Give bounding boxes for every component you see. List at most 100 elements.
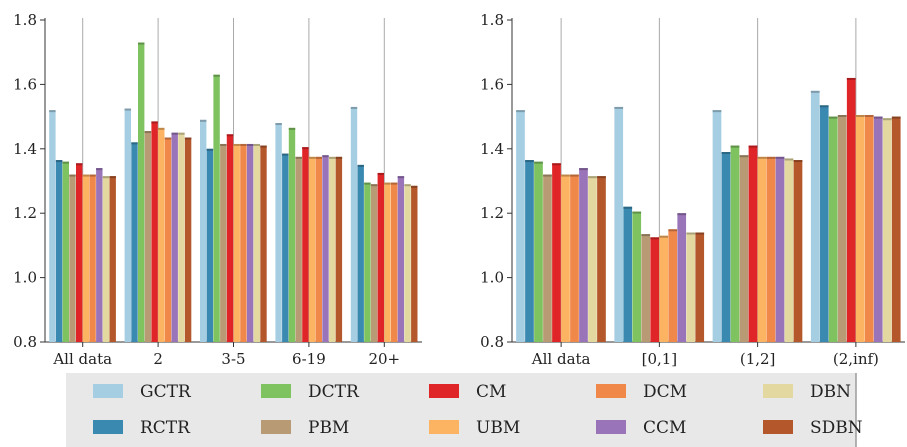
bar-sdbn-all-data [109, 176, 116, 342]
bar-error-cap [641, 234, 651, 237]
bar-error-cap [686, 232, 696, 235]
legend-label-ubm: UBM [476, 418, 520, 438]
bar-error-cap [322, 155, 329, 158]
bar-fill [62, 161, 69, 342]
bar-fill [82, 174, 90, 342]
bar-error-cap [552, 163, 561, 166]
bar-fill [784, 158, 794, 342]
bar-fill [570, 174, 579, 342]
bar-error-cap [623, 206, 633, 209]
bar-error-cap [846, 77, 856, 80]
bar-gctr-20- [350, 106, 358, 342]
bar-error-cap [246, 143, 254, 146]
bar-error-cap [102, 176, 110, 179]
bar-fill [206, 148, 214, 342]
x-tick-label: All data [531, 350, 591, 368]
legend-swatch-gctr [93, 384, 123, 398]
bar-error-cap [288, 127, 296, 130]
bar-error-cap [164, 137, 172, 140]
bar-fill [391, 182, 398, 342]
y-tick-label: 1.4 [13, 140, 37, 158]
bar-dcm--1-2- [766, 156, 776, 342]
bar-fill [226, 134, 234, 342]
bar-pbm-20- [370, 184, 378, 342]
bar-fill [350, 106, 358, 342]
bar-error-cap [411, 185, 418, 188]
bar-fill [552, 163, 561, 342]
bar-error-cap [109, 176, 116, 179]
bar-rctr-all-data [525, 160, 534, 342]
bar-ccm-2 [171, 132, 178, 342]
left-chart-panel: 0.8 1.0 1.2 1.4 1.6 1.8 All data 2 3-5 6-19 20+ [13, 11, 422, 368]
bar-cm-20- [377, 172, 384, 342]
bar-ubm-all-data [82, 174, 90, 342]
bar-error-cap [82, 174, 90, 177]
bar-rctr-20- [357, 164, 364, 342]
bar-dbn-all-data [102, 176, 110, 342]
legend-label-dctr: DCTR [308, 382, 360, 402]
x-tick-label: 6-19 [292, 350, 326, 368]
bar-fill [275, 123, 282, 342]
bar-fill [171, 132, 178, 342]
bar-fill [837, 114, 847, 343]
bar-error-cap [855, 114, 865, 117]
bar-fill [597, 176, 606, 342]
bar-fill [282, 153, 289, 342]
bar-fill [384, 182, 391, 342]
bar-error-cap [775, 156, 785, 159]
bar-error-cap [220, 143, 227, 146]
bar-error-cap [525, 160, 534, 163]
bar-fill [404, 184, 411, 342]
bar-pbm--1-2- [739, 155, 749, 342]
bar-dcm-3-5 [240, 143, 247, 342]
bar-fill [302, 147, 309, 342]
bar-fill [335, 156, 343, 342]
bar-error-cap [391, 182, 398, 185]
bar-dctr-all-data [534, 161, 543, 342]
bar-error-cap [712, 110, 722, 113]
bar-ubm--0-1- [659, 235, 669, 342]
bar-sdbn-3-5 [260, 145, 267, 342]
bar-error-cap [377, 172, 384, 175]
bar-pbm--2-inf- [837, 114, 847, 343]
bar-error-cap [315, 156, 322, 159]
bar-fill [561, 174, 570, 342]
bar-fill [828, 116, 838, 342]
bar-error-cap [614, 106, 624, 109]
bar-sdbn--2-inf- [891, 116, 901, 342]
bar-gctr-3-5 [200, 119, 207, 342]
legend-label-sdbn: SDBN [810, 418, 863, 438]
bar-ubm-6-19 [308, 156, 316, 342]
bar-error-cap [260, 145, 267, 148]
x-tick-label: All data [52, 350, 112, 368]
bar-error-cap [151, 121, 158, 124]
bar-cm-6-19 [302, 147, 309, 342]
bar-fill [819, 105, 829, 342]
bar-error-cap [275, 123, 282, 126]
bar-error-cap [178, 132, 185, 135]
bar-fill [757, 156, 767, 342]
bar-rctr-3-5 [206, 148, 214, 342]
bar-rctr--1-2- [721, 152, 731, 342]
bar-fill [588, 176, 597, 342]
bar-fill [370, 184, 378, 342]
bar-dctr--0-1- [632, 211, 642, 342]
bar-dctr--2-inf- [828, 116, 838, 342]
y-tick-label: 1.4 [480, 140, 504, 158]
bar-error-cap [253, 143, 260, 146]
bar-dbn--0-1- [686, 232, 696, 342]
bar-fill [766, 156, 776, 342]
legend-box [66, 373, 856, 447]
bar-sdbn-all-data [597, 176, 606, 342]
bar-fill [543, 174, 552, 342]
bar-error-cap [650, 237, 660, 240]
bar-ubm-2 [158, 127, 165, 343]
bar-pbm-3-5 [220, 143, 227, 342]
bar-fill [748, 145, 758, 342]
y-tick-label: 1.0 [480, 269, 504, 287]
bar-fill [397, 176, 405, 342]
y-tick-label: 1.0 [13, 269, 37, 287]
bar-gctr-2 [124, 108, 131, 342]
legend-label-ccm: CCM [643, 418, 686, 438]
